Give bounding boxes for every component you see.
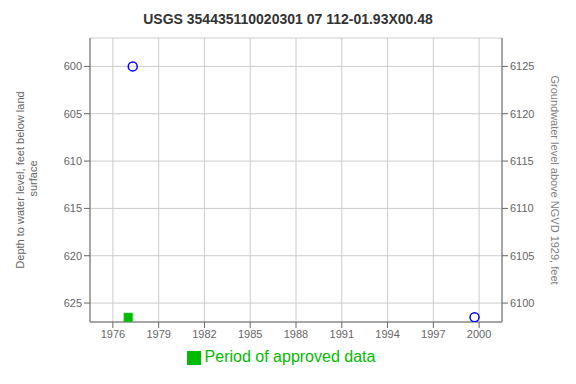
svg-text:1997: 1997 xyxy=(421,328,445,340)
svg-text:1976: 1976 xyxy=(101,328,125,340)
svg-text:6100: 6100 xyxy=(510,297,534,309)
svg-text:6125: 6125 xyxy=(510,60,534,72)
svg-text:6105: 6105 xyxy=(510,250,534,262)
html-text:Period of approved data: Period of approved data xyxy=(204,348,376,365)
svg-text:620: 620 xyxy=(64,250,82,262)
svg-text:605: 605 xyxy=(64,108,82,120)
svg-text:6115: 6115 xyxy=(510,155,534,167)
svg-text:Groundwater level above NGVD 1: Groundwater level above NGVD 1929, feet xyxy=(549,75,561,284)
svg-text:1988: 1988 xyxy=(284,328,308,340)
svg-text:615: 615 xyxy=(64,202,82,214)
svg-text:610: 610 xyxy=(64,155,82,167)
svg-text:1979: 1979 xyxy=(146,328,170,340)
svg-text:6120: 6120 xyxy=(510,108,534,120)
html-text:USGS 354435110020301 07 112-01: USGS 354435110020301 07 112-01.93X00.48 xyxy=(143,11,433,27)
svg-text:1994: 1994 xyxy=(375,328,399,340)
svg-text:600: 600 xyxy=(64,60,82,72)
svg-text:1985: 1985 xyxy=(238,328,262,340)
svg-text:1991: 1991 xyxy=(330,328,354,340)
svg-text:1982: 1982 xyxy=(192,328,216,340)
svg-text:6110: 6110 xyxy=(510,202,534,214)
svg-text:625: 625 xyxy=(64,297,82,309)
svg-text:2000: 2000 xyxy=(467,328,491,340)
svg-text:Depth to water level, feet bel: Depth to water level, feet below land su… xyxy=(14,91,39,268)
